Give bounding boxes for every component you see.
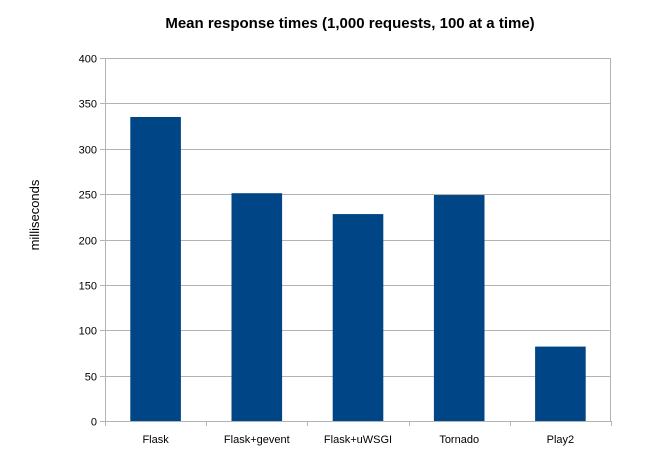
x-tick-label: Play2 xyxy=(547,434,575,446)
chart-title: Mean response times (1,000 requests, 100… xyxy=(165,15,534,32)
x-tick-label: Flask+gevent xyxy=(224,434,290,446)
y-tick-label: 200 xyxy=(79,236,97,248)
x-tick-label: Flask xyxy=(142,434,169,446)
x-tick-label: Flask+uWSGI xyxy=(324,434,392,446)
y-tick-label: 150 xyxy=(79,281,97,293)
y-tick-label: 400 xyxy=(79,54,97,66)
y-tick-label: 350 xyxy=(79,99,97,111)
axes xyxy=(100,58,612,426)
y-tick-label: 300 xyxy=(79,145,97,157)
y-tick-label: 100 xyxy=(79,326,97,338)
y-tick-label: 0 xyxy=(91,417,97,429)
bar-flask xyxy=(130,116,181,422)
x-tick-label: Tornado xyxy=(439,434,479,446)
bar-play2 xyxy=(535,346,586,421)
y-tick-label: 250 xyxy=(79,190,97,202)
y-tick-label: 50 xyxy=(85,372,97,384)
bar-flask-uwsgi xyxy=(332,214,384,421)
bar-tornado xyxy=(433,195,485,421)
plot-frame xyxy=(105,58,611,422)
bar-flask-gevent xyxy=(231,193,283,421)
bars xyxy=(130,116,586,422)
tick-labels: 0 50 100 150 200 250 300 350 400 Flask Flask+geven… xyxy=(79,54,575,447)
y-axis-label: milliseconds xyxy=(27,179,42,250)
